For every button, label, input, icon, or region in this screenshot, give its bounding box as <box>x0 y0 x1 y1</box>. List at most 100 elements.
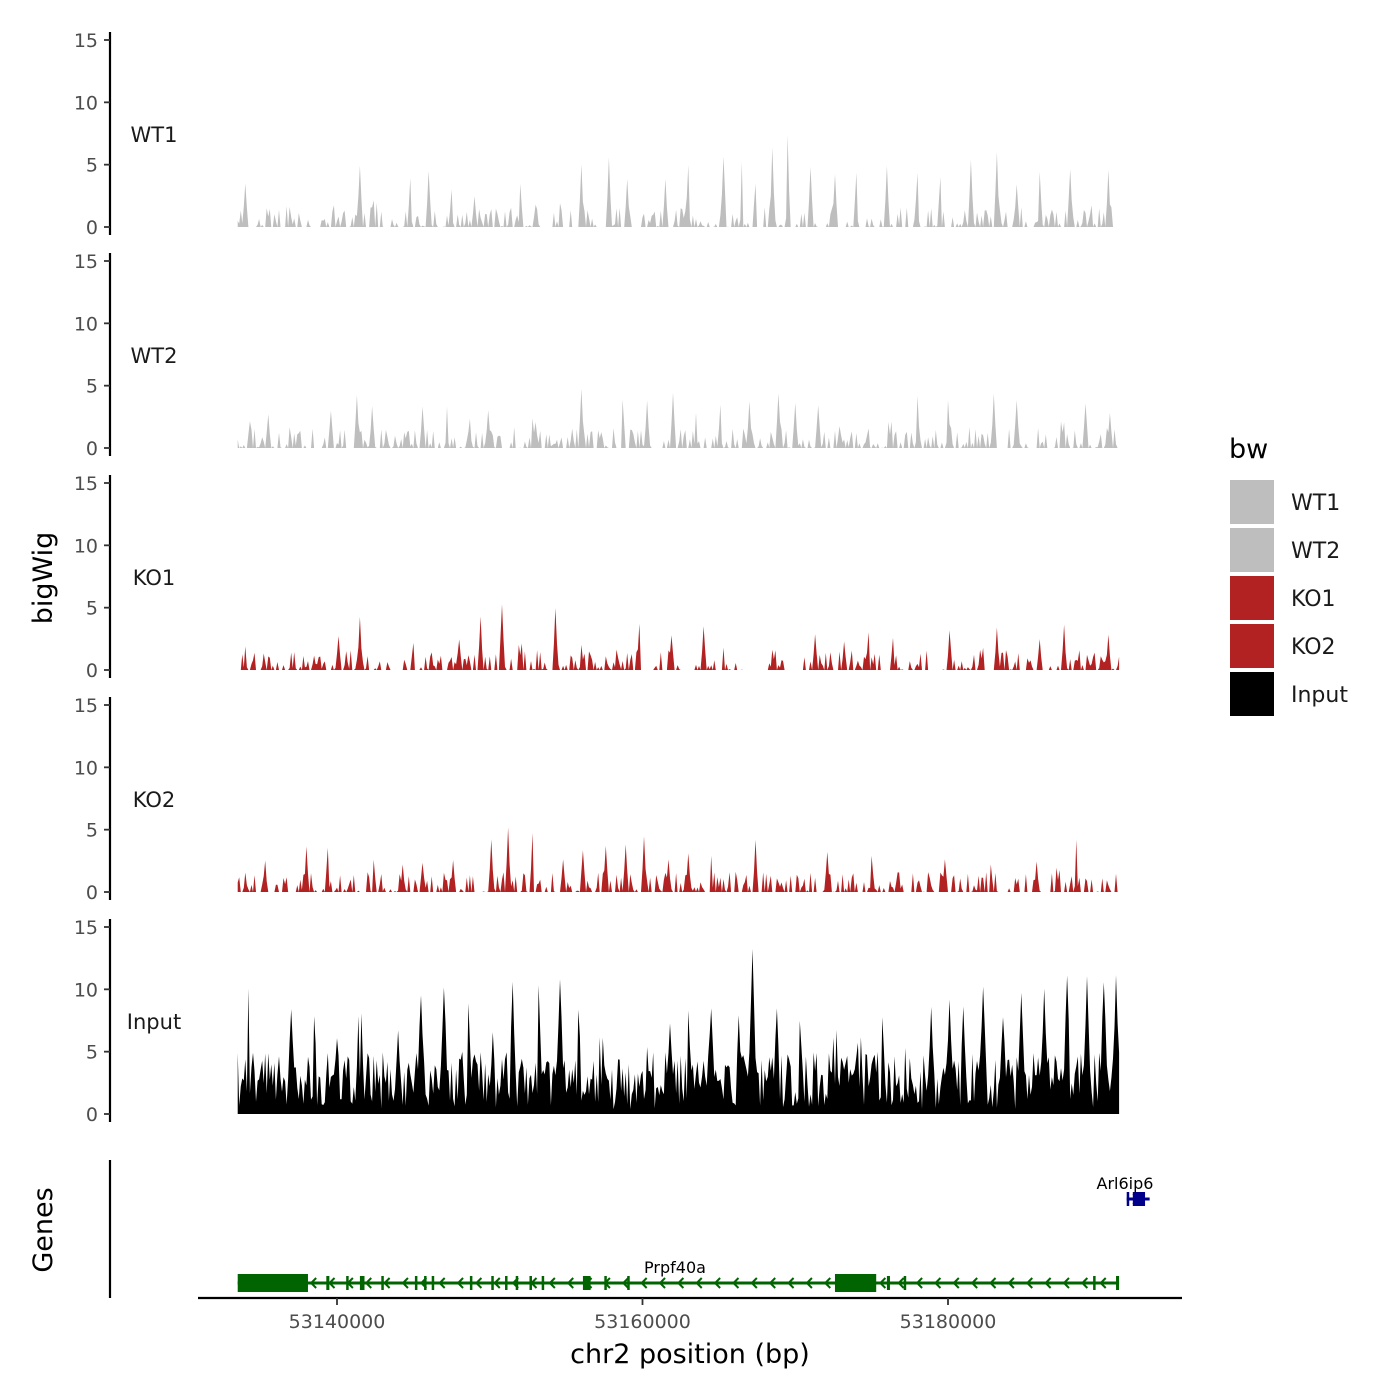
y-tick-label: 15 <box>74 917 98 939</box>
strand-chevron <box>658 1277 666 1289</box>
y-tick-label: 5 <box>86 598 98 620</box>
gene-exon <box>627 1276 630 1290</box>
legend-swatch-ko1 <box>1230 576 1274 620</box>
legend-swatch-wt1 <box>1230 480 1274 524</box>
strand-chevron <box>695 1277 703 1289</box>
signal-area-wt1 <box>237 134 1120 227</box>
y-tick-label: 15 <box>74 30 98 52</box>
strand-chevron <box>805 1277 813 1289</box>
y-tick-label: 0 <box>86 1104 98 1126</box>
y-tick-label: 10 <box>74 535 98 557</box>
strand-chevron <box>566 1277 574 1289</box>
x-tick-label: 53160000 <box>594 1311 691 1333</box>
strand-chevron <box>732 1277 740 1289</box>
gene-exon <box>582 1276 591 1290</box>
strand-chevron <box>897 1277 905 1289</box>
y-tick-label: 0 <box>86 438 98 460</box>
strand-chevron <box>309 1277 317 1289</box>
x-tick-label: 53140000 <box>289 1311 386 1333</box>
strand-chevron <box>787 1277 795 1289</box>
genes-axis-title: Genes <box>28 1187 59 1272</box>
strand-chevron <box>383 1277 391 1289</box>
strand-chevron <box>1044 1277 1052 1289</box>
genes-panel: Prpf40a Arl6ip6 <box>108 1160 1154 1298</box>
legend-label-wt2: WT2 <box>1291 539 1340 564</box>
y-tick-label: 5 <box>86 155 98 177</box>
y-tick-label: 10 <box>74 979 98 1001</box>
strand-chevron <box>364 1277 372 1289</box>
y-axis-title: bigWig <box>28 532 59 625</box>
track-ko2: 0 5 10 15 KO2 <box>74 695 1120 904</box>
track-ko1: 0 5 10 15 KO1 <box>74 473 1120 682</box>
strand-chevron <box>750 1277 758 1289</box>
strand-chevron <box>1062 1277 1070 1289</box>
signal-area-ko2 <box>237 827 1120 892</box>
gene-exon <box>346 1276 349 1290</box>
strand-chevron <box>1007 1277 1015 1289</box>
legend-swatch-wt2 <box>1230 528 1274 572</box>
gene-prpf40a: Prpf40a <box>237 1258 1120 1292</box>
strand-chevron <box>548 1277 556 1289</box>
gene-exon <box>1132 1192 1146 1206</box>
gene-exon <box>359 1276 365 1290</box>
gene-exon <box>1126 1192 1130 1206</box>
gene-exon <box>604 1276 607 1290</box>
strand-chevron <box>934 1277 942 1289</box>
gene-exon <box>529 1276 532 1290</box>
legend-swatch-ko2 <box>1230 624 1274 668</box>
x-axis-title: chr2 position (bp) <box>570 1339 810 1370</box>
signal-area-input <box>237 948 1120 1114</box>
y-tick-label: 15 <box>74 251 98 273</box>
legend: bw WT1 WT2 KO1 KO2 Input <box>1229 434 1348 716</box>
legend-swatch-input <box>1230 672 1274 716</box>
gene-exon <box>326 1276 330 1290</box>
y-tick-label: 10 <box>74 313 98 335</box>
signal-area-wt2 <box>237 388 1120 448</box>
strand-chevron <box>1099 1277 1107 1289</box>
strand-chevron <box>401 1277 409 1289</box>
gene-arl6ip6: Arl6ip6 <box>1097 1174 1154 1206</box>
x-axis: 53140000 53160000 53180000 <box>198 1296 1182 1333</box>
gene-exon <box>903 1276 907 1290</box>
legend-label-wt1: WT1 <box>1291 491 1340 516</box>
gene-exon <box>491 1276 494 1290</box>
gene-exon <box>381 1276 384 1290</box>
strand-chevron <box>970 1277 978 1289</box>
gene-exon <box>834 1274 877 1292</box>
track-wt1: 0 5 10 15 WT1 <box>74 30 1120 239</box>
y-tick-label: 10 <box>74 92 98 114</box>
y-tick-label: 0 <box>86 882 98 904</box>
x-tick-label: 53180000 <box>900 1311 997 1333</box>
strand-chevron <box>1080 1277 1089 1289</box>
strand-chevron <box>475 1277 483 1289</box>
tracks-panel: 0 5 10 15 WT1 0 5 10 15 WT2 0 5 10 15 KO1 0 5 10 15 KO2 0 5 10… <box>74 30 1120 1126</box>
gene-exon <box>469 1276 473 1290</box>
track-wt2: 0 5 10 15 WT2 <box>74 251 1120 460</box>
gene-label: Prpf40a <box>644 1258 706 1277</box>
y-tick-label: 10 <box>74 757 98 779</box>
legend-label-input: Input <box>1291 683 1348 708</box>
strand-chevron <box>676 1277 685 1289</box>
y-tick-label: 5 <box>86 376 98 398</box>
strand-chevron <box>768 1277 776 1289</box>
gene-exon <box>886 1276 890 1290</box>
y-tick-label: 0 <box>86 660 98 682</box>
gene-exon <box>414 1276 418 1290</box>
signal-area-ko1 <box>237 604 1120 670</box>
strand-chevron <box>621 1277 630 1289</box>
y-tick-label: 5 <box>86 820 98 842</box>
track-label-wt1: WT1 <box>131 123 178 147</box>
y-tick-label: 5 <box>86 1042 98 1064</box>
track-input: 0 5 10 15 Input <box>74 917 1120 1126</box>
legend-label-ko1: KO1 <box>1291 587 1336 612</box>
strand-chevron <box>328 1277 336 1289</box>
strand-chevron <box>713 1277 721 1289</box>
strand-chevron <box>823 1277 831 1289</box>
strand-chevron <box>952 1277 960 1289</box>
track-label-ko1: KO1 <box>133 566 176 590</box>
gene-exon <box>424 1276 427 1290</box>
strand-chevron <box>878 1277 887 1289</box>
strand-chevron <box>989 1277 997 1289</box>
gene-label: Arl6ip6 <box>1097 1174 1154 1193</box>
